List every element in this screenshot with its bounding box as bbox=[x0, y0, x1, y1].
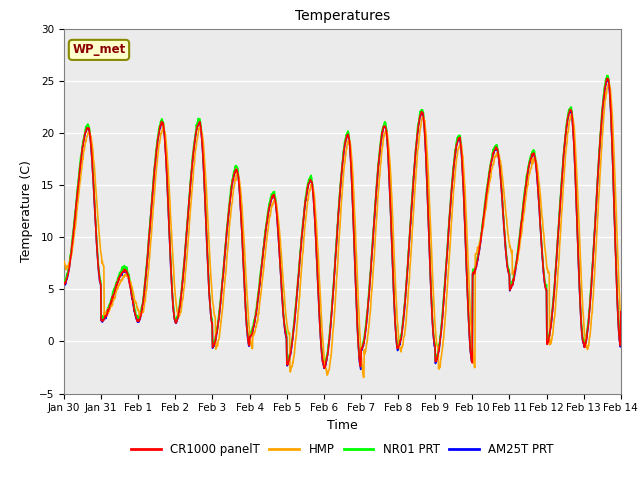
Title: Temperatures: Temperatures bbox=[295, 10, 390, 24]
Legend: CR1000 panelT, HMP, NR01 PRT, AM25T PRT: CR1000 panelT, HMP, NR01 PRT, AM25T PRT bbox=[127, 438, 558, 461]
X-axis label: Time: Time bbox=[327, 419, 358, 432]
Y-axis label: Temperature (C): Temperature (C) bbox=[20, 160, 33, 262]
Text: WP_met: WP_met bbox=[72, 43, 125, 56]
